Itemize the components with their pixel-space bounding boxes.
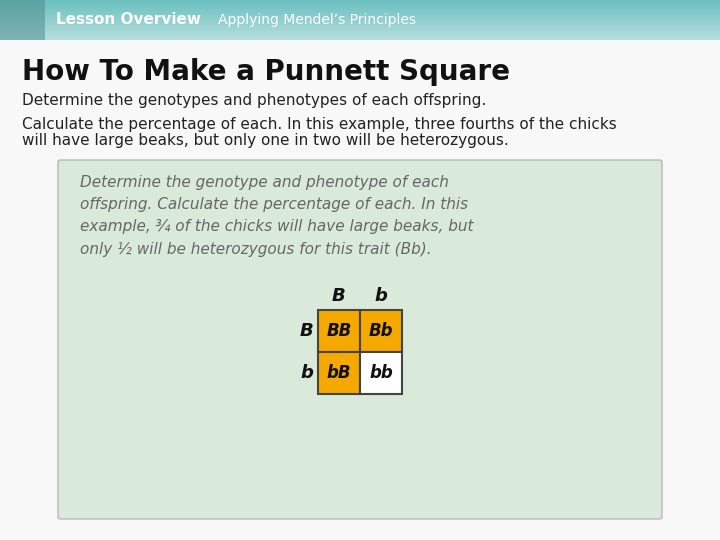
Bar	[0, 1, 720, 2]
Text: B: B	[332, 287, 346, 305]
Bar	[318, 352, 360, 394]
Bar	[0, 0, 45, 40]
Bar	[0, 6, 720, 7]
Text: Lesson Overview: Lesson Overview	[56, 12, 201, 28]
Bar	[0, 31, 720, 32]
Bar	[0, 16, 720, 17]
Bar	[0, 22, 720, 23]
Bar	[0, 3, 720, 4]
Bar	[0, 5, 720, 6]
FancyBboxPatch shape	[58, 160, 662, 519]
Bar	[318, 310, 360, 352]
Bar	[0, 7, 720, 8]
Bar	[0, 27, 720, 28]
Bar	[0, 14, 720, 15]
Bar	[0, 10, 720, 11]
Text: Determine the genotypes and phenotypes of each offspring.: Determine the genotypes and phenotypes o…	[22, 92, 486, 107]
Bar	[0, 18, 720, 19]
Text: Applying Mendel’s Principles: Applying Mendel’s Principles	[218, 13, 416, 27]
Text: B: B	[300, 322, 313, 340]
Bar	[0, 11, 720, 12]
Bar	[0, 39, 720, 40]
Bar	[0, 26, 720, 27]
Bar	[0, 15, 720, 16]
Bar	[0, 36, 720, 37]
Bar	[0, 19, 720, 20]
Bar	[0, 2, 720, 3]
Bar	[0, 9, 720, 10]
Bar	[0, 32, 720, 33]
Text: How To Make a Punnett Square: How To Make a Punnett Square	[22, 58, 510, 86]
Bar	[0, 34, 720, 35]
Text: Bb: Bb	[369, 322, 393, 340]
Bar	[0, 25, 720, 26]
Bar	[0, 30, 720, 31]
Text: b: b	[300, 364, 313, 382]
Bar	[0, 33, 720, 34]
Text: BB: BB	[326, 322, 351, 340]
Bar	[0, 29, 720, 30]
Text: Determine the genotype and phenotype of each
offspring. Calculate the percentage: Determine the genotype and phenotype of …	[80, 175, 474, 256]
Bar	[0, 23, 720, 24]
Bar	[360, 310, 402, 352]
Bar	[0, 4, 720, 5]
Bar	[0, 0, 720, 1]
Bar	[0, 24, 720, 25]
Bar	[0, 20, 720, 21]
Bar	[0, 8, 720, 9]
Text: Calculate the percentage of each. In this example, three fourths of the chicks: Calculate the percentage of each. In thi…	[22, 118, 617, 132]
Text: b: b	[374, 287, 387, 305]
Text: bb: bb	[369, 364, 393, 382]
Bar	[0, 17, 720, 18]
Bar	[0, 28, 720, 29]
Bar	[0, 37, 720, 38]
Bar	[0, 21, 720, 22]
Bar	[0, 12, 720, 13]
Bar	[360, 352, 402, 394]
Text: will have large beaks, but only one in two will be heterozygous.: will have large beaks, but only one in t…	[22, 133, 509, 148]
Bar	[0, 38, 720, 39]
Bar	[0, 13, 720, 14]
Text: bB: bB	[327, 364, 351, 382]
Bar	[0, 35, 720, 36]
